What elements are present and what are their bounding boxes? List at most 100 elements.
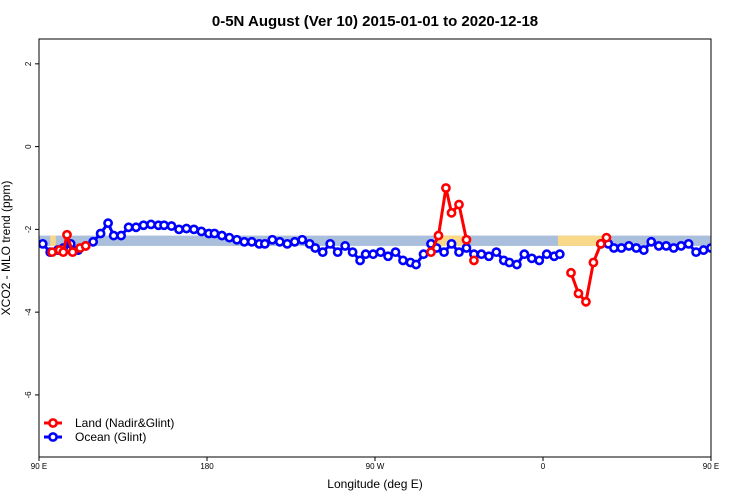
data-point bbox=[461, 243, 472, 253]
data-point bbox=[189, 224, 199, 235]
data-point bbox=[461, 234, 472, 245]
data-point bbox=[246, 236, 257, 247]
data-point bbox=[259, 238, 270, 249]
data-point bbox=[166, 221, 177, 231]
data-point bbox=[476, 249, 487, 260]
data-point bbox=[289, 236, 300, 247]
data-point bbox=[676, 241, 687, 251]
land-band-2 bbox=[557, 235, 605, 246]
data-point bbox=[138, 220, 149, 231]
data-point bbox=[483, 251, 494, 262]
data-point bbox=[123, 222, 134, 233]
data-point bbox=[534, 255, 545, 266]
data-point bbox=[411, 259, 421, 270]
data-point bbox=[282, 238, 293, 249]
data-point bbox=[730, 244, 737, 251]
data-point bbox=[88, 236, 99, 247]
data-point bbox=[623, 241, 634, 251]
data-point bbox=[355, 255, 365, 266]
data-point bbox=[706, 243, 711, 253]
data-point bbox=[446, 207, 457, 218]
y-tick-label-4: -6 bbox=[24, 391, 33, 399]
data-point bbox=[239, 236, 250, 247]
data-point bbox=[631, 243, 642, 253]
x-tick-label-0: 90 E bbox=[31, 462, 47, 471]
data-point bbox=[108, 230, 119, 241]
data-point bbox=[58, 247, 69, 258]
data-point bbox=[418, 249, 429, 260]
data-point bbox=[519, 249, 530, 260]
data-point bbox=[39, 238, 48, 249]
legend-label-1: Ocean (Glint) bbox=[75, 430, 146, 444]
plot-area bbox=[38, 38, 737, 458]
data-point bbox=[116, 230, 127, 241]
data-point bbox=[446, 238, 457, 249]
data-point bbox=[433, 230, 444, 241]
data-point bbox=[317, 247, 328, 258]
data-point bbox=[297, 234, 308, 245]
chart-title: 0-5N August (Ver 10) 2015-01-01 to 2020-… bbox=[212, 13, 538, 30]
data-point bbox=[131, 222, 141, 233]
data-point bbox=[581, 296, 591, 307]
data-point bbox=[231, 234, 242, 245]
data-point bbox=[661, 241, 672, 251]
y-tick-label-0: 2 bbox=[24, 61, 33, 66]
data-point bbox=[95, 228, 106, 239]
data-point bbox=[390, 247, 401, 258]
data-point bbox=[601, 232, 612, 243]
x-tick-label-1: 180 bbox=[200, 462, 214, 471]
data-point bbox=[588, 257, 599, 268]
data-point bbox=[174, 224, 184, 235]
data-point bbox=[668, 243, 679, 253]
y-tick-label-1: 0 bbox=[24, 144, 33, 149]
y-tick-label-2: -2 bbox=[24, 225, 33, 233]
data-point bbox=[715, 240, 722, 247]
data-point bbox=[454, 199, 464, 210]
data-point bbox=[181, 223, 192, 234]
series-land bbox=[47, 183, 612, 307]
data-point bbox=[196, 226, 207, 237]
y-tick-label-3: -4 bbox=[24, 308, 33, 316]
ocean-band bbox=[39, 235, 711, 246]
data-point bbox=[360, 249, 371, 260]
data-point bbox=[698, 245, 709, 255]
data-point bbox=[224, 232, 235, 243]
data-point bbox=[653, 241, 664, 251]
series-layer bbox=[39, 183, 737, 307]
x-tick-label-3: 0 bbox=[541, 462, 546, 471]
legend-marker-1 bbox=[48, 432, 58, 442]
y-axis-label: XCO2 - MLO trend (ppm) bbox=[0, 181, 13, 316]
legend-marker-0 bbox=[48, 418, 58, 428]
data-point bbox=[691, 247, 701, 258]
data-point bbox=[683, 238, 694, 249]
data-point bbox=[646, 236, 657, 247]
data-point bbox=[526, 253, 537, 264]
data-point bbox=[609, 243, 619, 253]
data-point bbox=[217, 230, 227, 241]
data-point bbox=[146, 219, 156, 230]
data-point bbox=[159, 220, 169, 231]
x-tick-label-2: 90 W bbox=[366, 462, 385, 471]
legend: Land (Nadir&Glint)Ocean (Glint) bbox=[44, 416, 174, 444]
data-point bbox=[62, 229, 72, 240]
legend-label-0: Land (Nadir&Glint) bbox=[75, 416, 174, 430]
data-point bbox=[325, 238, 336, 249]
data-point bbox=[47, 247, 57, 258]
data-point bbox=[398, 255, 408, 266]
data-point bbox=[368, 249, 379, 260]
land-band-0 bbox=[50, 235, 56, 246]
data-point bbox=[616, 243, 627, 253]
data-point bbox=[441, 183, 451, 193]
data-point bbox=[209, 228, 220, 239]
data-point bbox=[80, 241, 91, 251]
data-point bbox=[554, 249, 565, 260]
data-point bbox=[267, 234, 278, 245]
data-point bbox=[103, 218, 113, 229]
data-point bbox=[469, 255, 479, 266]
data-point bbox=[310, 243, 321, 253]
x-axis-label: Longitude (deg E) bbox=[327, 477, 422, 491]
data-point bbox=[426, 247, 436, 258]
data-point bbox=[511, 259, 522, 270]
data-point bbox=[332, 247, 343, 258]
